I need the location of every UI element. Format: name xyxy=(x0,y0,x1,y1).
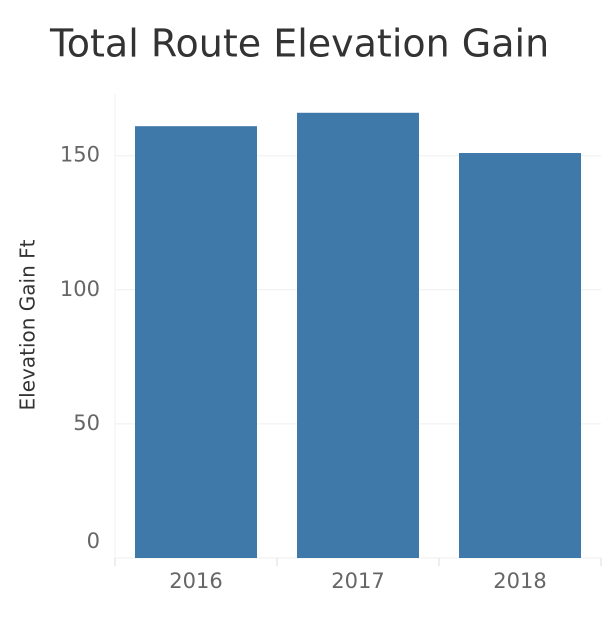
x-tick-label: 2017 xyxy=(331,569,384,593)
chart-title: Total Route Elevation Gain xyxy=(49,22,549,66)
y-tick-label: 50 xyxy=(73,411,100,435)
bar xyxy=(459,153,581,558)
bar xyxy=(135,126,257,559)
y-tick-label: 100 xyxy=(60,277,100,301)
x-tick-label: 2016 xyxy=(169,569,222,593)
bar xyxy=(297,112,419,558)
y-tick-label: 0 xyxy=(87,529,100,553)
x-tick-label: 2018 xyxy=(493,569,546,593)
y-tick-label: 150 xyxy=(60,143,100,167)
y-axis-title: Elevation Gain Ft xyxy=(16,239,40,410)
